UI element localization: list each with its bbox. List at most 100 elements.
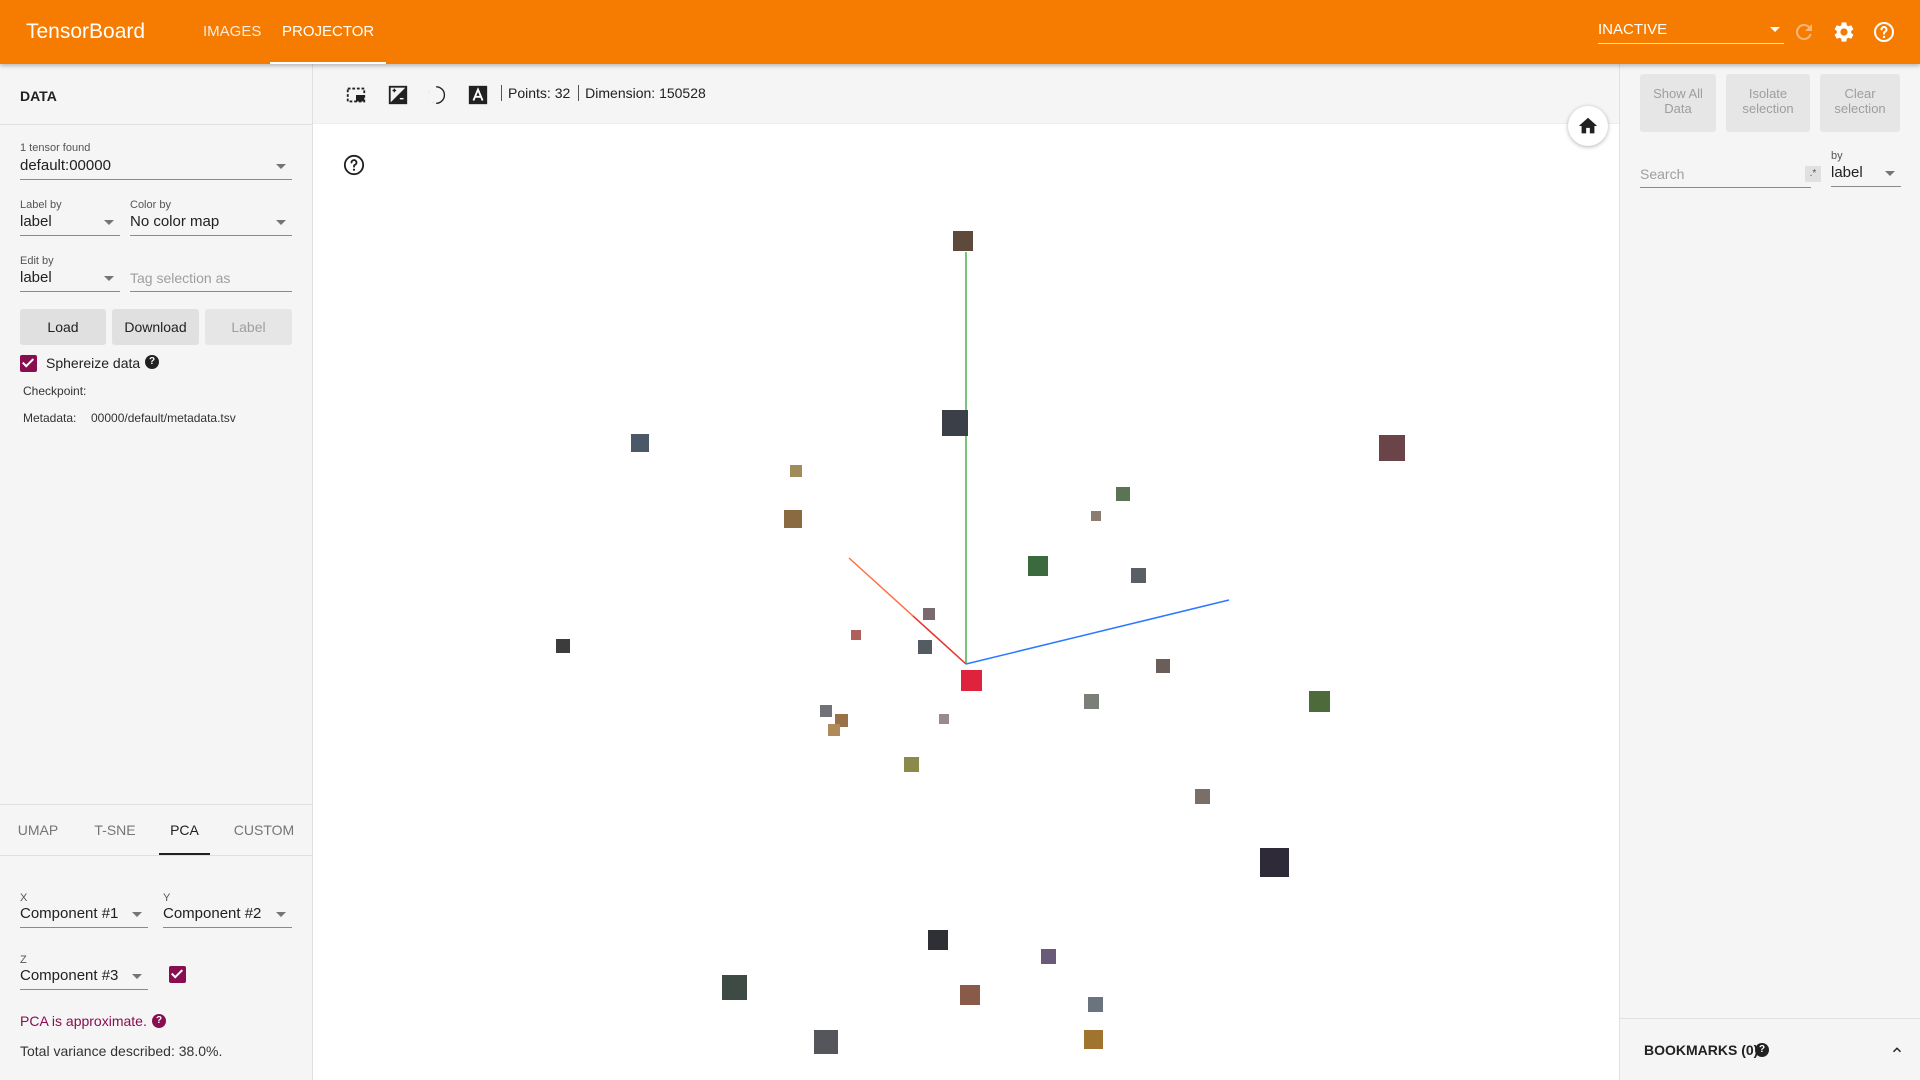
embedding-canvas[interactable]	[313, 124, 1619, 1080]
divider	[0, 855, 313, 856]
help-icon[interactable]	[343, 154, 365, 176]
chevron-down-icon	[276, 164, 286, 169]
pca-approx-warning: PCA is approximate.	[20, 1013, 147, 1029]
color-by-label: Color by	[130, 199, 171, 211]
pca-y-value: Component #2	[163, 905, 262, 922]
label-by-select[interactable]: label	[20, 210, 120, 236]
image-point[interactable]	[960, 985, 980, 1005]
run-select[interactable]: INACTIVE	[1598, 18, 1784, 44]
tab-umap[interactable]: UMAP	[17, 822, 59, 838]
search-by-select[interactable]: label	[1831, 161, 1901, 187]
isolate-selection-button[interactable]: Isolate selection	[1726, 74, 1810, 132]
reset-view-button[interactable]	[1568, 106, 1608, 146]
edit-by-select[interactable]: label	[20, 266, 120, 292]
color-by-select[interactable]: No color map	[130, 210, 292, 236]
image-point[interactable]	[1156, 659, 1170, 673]
image-point[interactable]	[631, 434, 649, 452]
divider	[501, 85, 502, 101]
image-point[interactable]	[1309, 691, 1330, 712]
selection-icon[interactable]	[345, 84, 367, 106]
button-label-line: Show All	[1653, 86, 1703, 101]
sphereize-checkbox[interactable]	[20, 355, 37, 372]
theme-icon[interactable]	[427, 84, 449, 106]
image-point[interactable]	[1028, 556, 1048, 576]
image-point[interactable]	[961, 670, 982, 691]
metadata-value: 00000/default/metadata.tsv	[91, 411, 236, 425]
help-icon[interactable]: ?	[145, 355, 159, 369]
pca-z-select[interactable]: Component #3	[20, 964, 148, 990]
projector-toolbar: Points: 32 Dimension: 150528	[313, 64, 1619, 124]
edit-by-value: label	[20, 269, 52, 286]
image-point[interactable]	[1260, 848, 1289, 877]
labels-icon[interactable]	[467, 84, 489, 106]
image-point[interactable]	[953, 231, 973, 251]
image-point[interactable]	[918, 640, 932, 654]
image-point[interactable]	[556, 639, 570, 653]
label-button[interactable]: Label	[205, 309, 292, 345]
pca-x-value: Component #1	[20, 905, 119, 922]
help-icon[interactable]: ?	[1755, 1043, 1769, 1057]
image-point[interactable]	[790, 465, 802, 477]
image-point[interactable]	[1379, 435, 1405, 461]
app-header: TensorBoard IMAGES PROJECTOR INACTIVE	[0, 0, 1920, 64]
point-thumbnails	[556, 231, 1405, 1054]
download-button[interactable]: Download	[112, 309, 199, 345]
regex-toggle[interactable]: .*	[1805, 166, 1821, 182]
image-point[interactable]	[1088, 997, 1103, 1012]
image-point[interactable]	[1131, 568, 1146, 583]
pca-x-select[interactable]: Component #1	[20, 902, 148, 928]
image-point[interactable]	[928, 930, 948, 950]
image-point[interactable]	[1116, 487, 1130, 501]
button-label-line: Data	[1664, 101, 1692, 116]
help-icon[interactable]	[1872, 20, 1896, 44]
image-point[interactable]	[1084, 694, 1099, 709]
help-icon[interactable]: ?	[152, 1014, 166, 1028]
tensor-select[interactable]: default:00000	[20, 154, 292, 180]
button-label-line: selection	[1742, 101, 1794, 116]
chevron-down-icon	[1885, 171, 1895, 176]
run-select-value: INACTIVE	[1598, 21, 1668, 38]
image-point[interactable]	[814, 1030, 838, 1054]
night-mode-icon[interactable]	[387, 84, 409, 106]
tab-images[interactable]: IMAGES	[203, 23, 262, 40]
search-placeholder: Search	[1640, 166, 1685, 182]
tab-pca[interactable]: PCA	[159, 805, 210, 855]
search-by-label: by	[1831, 150, 1843, 162]
image-point[interactable]	[1091, 511, 1101, 521]
show-all-data-button[interactable]: Show All Data	[1640, 74, 1716, 132]
load-button[interactable]: Load	[20, 309, 106, 345]
chevron-up-icon[interactable]	[1890, 1043, 1904, 1057]
tab-custom[interactable]: CUSTOM	[233, 822, 295, 838]
refresh-icon[interactable]	[1792, 20, 1816, 44]
image-point[interactable]	[835, 714, 848, 727]
image-point[interactable]	[1041, 949, 1056, 964]
tab-tsne[interactable]: T-SNE	[94, 822, 136, 838]
image-point[interactable]	[1195, 789, 1210, 804]
chevron-down-icon	[104, 220, 114, 225]
search-input[interactable]: Search	[1640, 162, 1811, 188]
x-axis-line	[912, 615, 967, 665]
pca-z-checkbox[interactable]	[169, 966, 186, 983]
image-point[interactable]	[939, 714, 949, 724]
image-point[interactable]	[904, 757, 919, 772]
image-point[interactable]	[1084, 1030, 1103, 1049]
bookmarks-panel[interactable]: BOOKMARKS (0) ?	[1620, 1018, 1920, 1080]
z-axis-line	[965, 599, 1230, 665]
pca-z-value: Component #3	[20, 967, 119, 984]
settings-icon[interactable]	[1832, 20, 1856, 44]
search-by-value: label	[1831, 164, 1863, 181]
image-point[interactable]	[722, 975, 747, 1000]
tag-selection-input[interactable]: Tag selection as	[130, 266, 292, 292]
image-point[interactable]	[784, 510, 802, 528]
image-point[interactable]	[828, 724, 840, 736]
image-point[interactable]	[923, 608, 935, 620]
image-point[interactable]	[942, 410, 968, 436]
image-point[interactable]	[851, 630, 861, 640]
inspector-panel: Show All Data Isolate selection Clear se…	[1619, 64, 1920, 1080]
pca-z-label: Z	[20, 954, 27, 966]
pca-y-select[interactable]: Component #2	[163, 902, 292, 928]
image-point[interactable]	[820, 705, 832, 717]
chevron-down-icon	[276, 912, 286, 917]
clear-selection-button[interactable]: Clear selection	[1820, 74, 1900, 132]
tab-projector[interactable]: PROJECTOR	[270, 0, 387, 64]
